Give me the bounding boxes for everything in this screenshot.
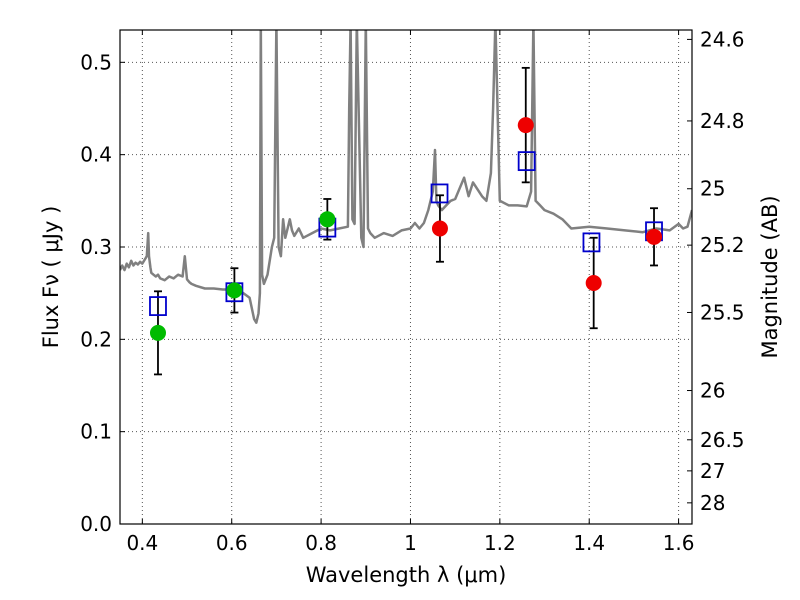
magnitude-tick-label: 25: [700, 177, 725, 201]
plot-frame: [119, 29, 693, 525]
y-tick-label: 0.1: [80, 420, 112, 444]
x-tick-label: 0.4: [126, 531, 158, 555]
y-tick-label: 0.0: [80, 512, 112, 536]
y-tick-label: 0.5: [80, 50, 112, 74]
plot-background: [120, 30, 692, 524]
green-point: [226, 282, 243, 299]
x-tick-label: 1.6: [663, 531, 695, 555]
x-tick-label: 0.6: [216, 531, 248, 555]
magnitude-tick-label: 27: [700, 459, 725, 483]
red-point: [646, 228, 663, 245]
magnitude-tick-label: 25.2: [700, 233, 745, 257]
magnitude-tick-label: 24.6: [700, 27, 745, 51]
y-axis-title: Flux Fν ( μJy ): [39, 206, 63, 349]
red-point: [431, 220, 448, 237]
green-point: [149, 324, 166, 341]
x-tick-label: 0.8: [305, 531, 337, 555]
y-tick-label: 0.2: [80, 327, 112, 351]
spectrum-line: [120, 30, 692, 324]
spectrum-lines: [120, 30, 692, 324]
x-axis-title: Wavelength λ (μm): [306, 563, 507, 587]
model-photometry-marker: [149, 296, 167, 316]
x-tick-label: 1.2: [484, 531, 516, 555]
green-point: [319, 211, 336, 228]
y-tick-label: 0.4: [80, 143, 112, 167]
axis-ticks: 0.4 0.6 0.8 1 1.2 1.4 1.6 0.0 0.1 0.2 0.3 0.4 0.5 24.…: [80, 27, 744, 555]
model-photometry-marker: [517, 151, 536, 172]
right-y-axis-title: Magnitude (AB): [758, 195, 782, 358]
x-tick-label: 1: [404, 531, 417, 555]
data-markers: [149, 117, 663, 341]
model-photometry-marker: [582, 232, 601, 253]
model-photometry-marker: [430, 183, 449, 204]
x-tick-label: 1.4: [573, 531, 605, 555]
y-tick-label: 0.3: [80, 235, 112, 259]
red-point: [517, 117, 534, 134]
magnitude-tick-label: 26: [700, 379, 725, 403]
magnitude-tick-label: 24.8: [700, 109, 745, 133]
magnitude-tick-label: 28: [700, 491, 725, 515]
magnitude-tick-label: 26.5: [700, 428, 745, 452]
magnitude-tick-label: 25.5: [700, 300, 745, 324]
red-point: [585, 275, 602, 292]
